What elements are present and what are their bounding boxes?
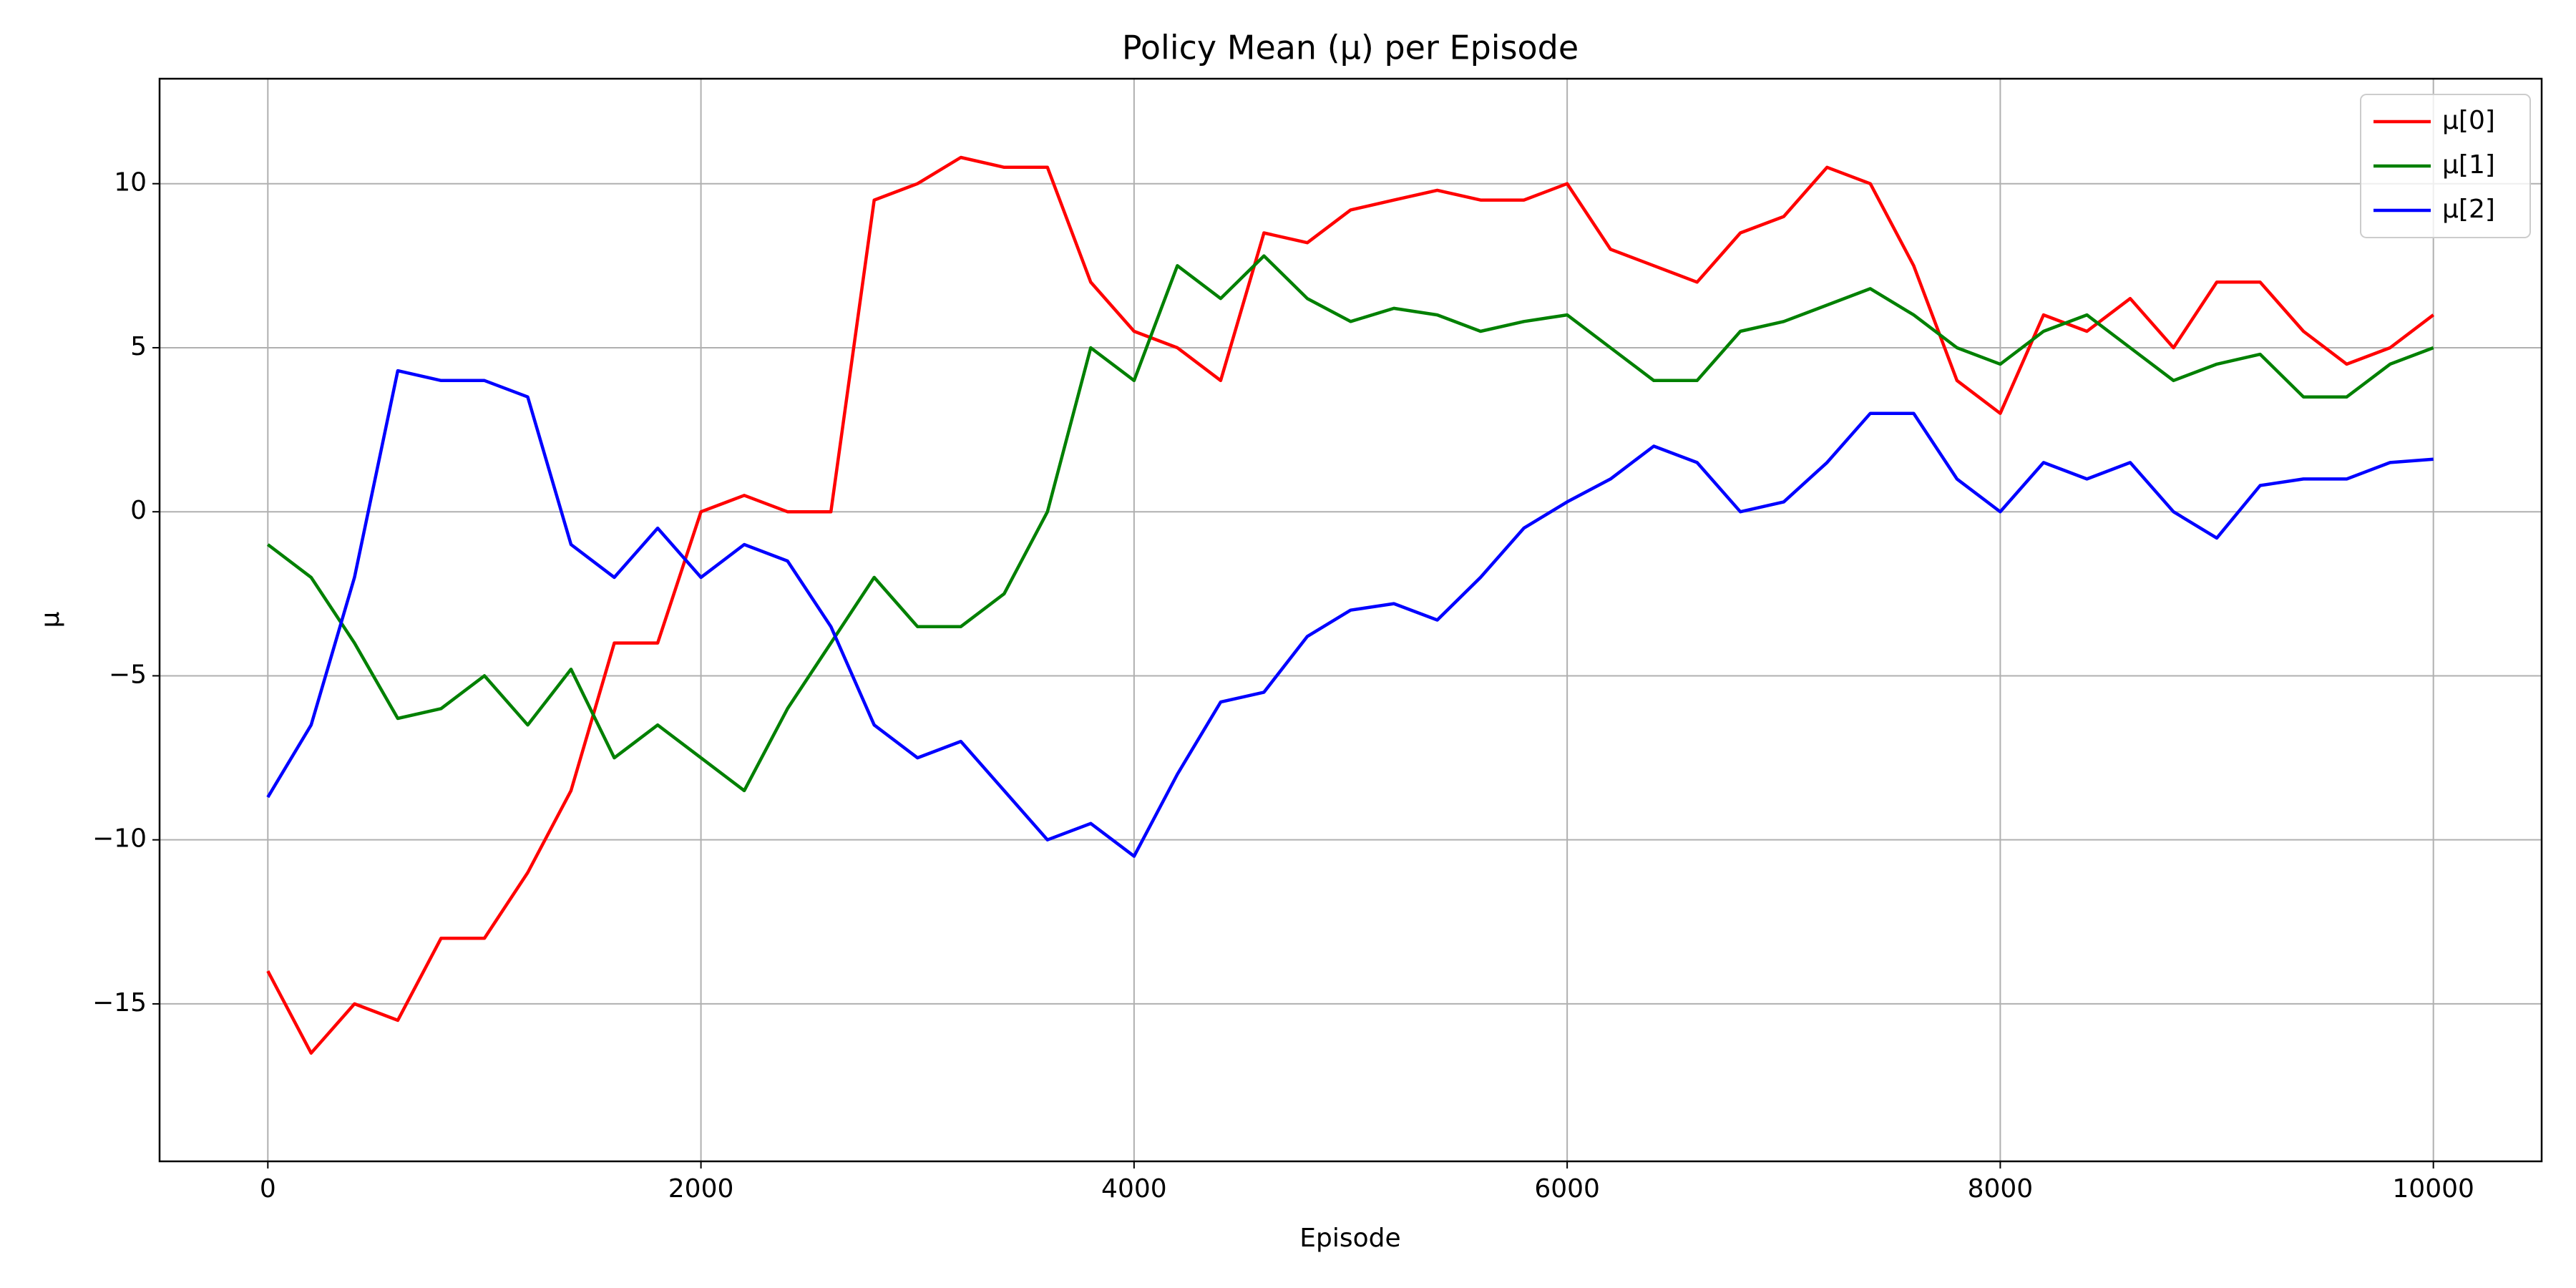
data-line	[266, 254, 2434, 793]
legend-label: μ[0]	[2442, 106, 2495, 135]
x-tick-label: 6000	[1534, 1174, 1600, 1204]
legend-box	[2360, 94, 2531, 238]
chart-title: Policy Mean (μ) per Episode	[1122, 29, 1579, 67]
x-tick-label: 10000	[2392, 1174, 2474, 1204]
x-tick-label: 8000	[1968, 1174, 2034, 1204]
y-tick-label: −5	[109, 660, 147, 689]
plot-frame	[158, 77, 2543, 1163]
y-tick-label: 0	[130, 496, 147, 525]
x-tick-label: 4000	[1101, 1174, 1167, 1204]
y-tick-label: 5	[130, 332, 147, 361]
x-axis-label: Episode	[1299, 1224, 1400, 1253]
x-tick-label: 0	[260, 1174, 276, 1204]
legend: μ[0] μ[1] μ[2]	[2360, 94, 2531, 238]
legend-label: μ[1]	[2442, 150, 2495, 180]
y-tick-label: −15	[92, 988, 147, 1018]
data-line	[266, 155, 2435, 1055]
y-tick-label: −10	[92, 824, 147, 854]
y-axis-label: μ	[36, 611, 65, 628]
data-line	[266, 369, 2434, 858]
y-tick-label: 10	[114, 168, 147, 197]
x-tick-label: 2000	[668, 1174, 734, 1204]
legend-label: μ[2]	[2442, 195, 2495, 224]
